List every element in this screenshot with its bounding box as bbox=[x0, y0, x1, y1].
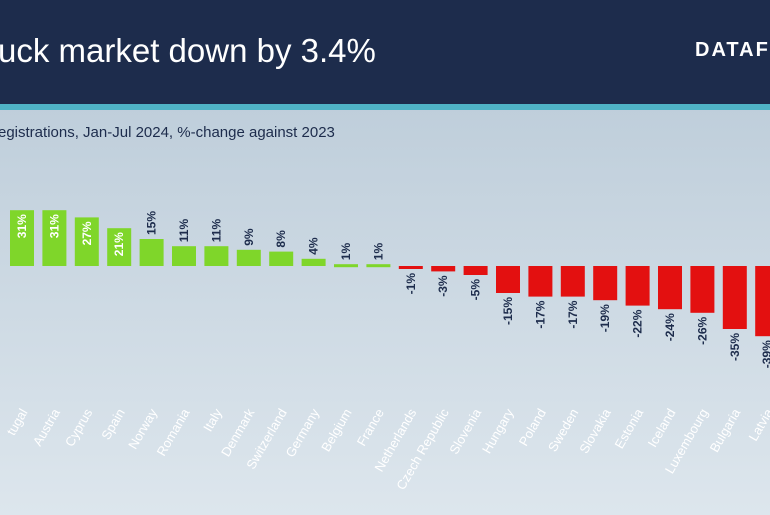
value-label: 21% bbox=[112, 232, 126, 256]
value-label: -24% bbox=[663, 313, 677, 341]
value-label: 31% bbox=[47, 214, 61, 238]
value-label: 9% bbox=[242, 228, 256, 246]
value-label: 27% bbox=[80, 221, 94, 245]
value-label: 11% bbox=[209, 219, 223, 243]
bar bbox=[755, 266, 770, 337]
bar bbox=[593, 266, 618, 301]
value-label: -17% bbox=[566, 300, 580, 328]
value-label: 31% bbox=[15, 214, 29, 238]
bar bbox=[560, 266, 585, 297]
bar bbox=[236, 249, 261, 266]
value-label: -22% bbox=[631, 309, 645, 337]
value-label: -39% bbox=[760, 340, 770, 368]
value-label: 4% bbox=[307, 237, 321, 255]
bar bbox=[107, 228, 132, 266]
bar bbox=[366, 264, 391, 268]
logo: DATAFOR bbox=[695, 39, 770, 61]
bar bbox=[658, 266, 682, 310]
value-label: -17% bbox=[533, 300, 547, 328]
value-label: -3% bbox=[436, 275, 450, 297]
value-label: -1% bbox=[404, 273, 418, 295]
value-label: 15% bbox=[145, 211, 159, 235]
value-label: -19% bbox=[598, 304, 612, 332]
bar bbox=[269, 251, 294, 266]
bar bbox=[431, 266, 456, 272]
bar bbox=[172, 246, 196, 266]
bar bbox=[625, 266, 650, 306]
value-label: 1% bbox=[339, 243, 353, 261]
value-label: -26% bbox=[695, 316, 709, 344]
bar bbox=[301, 258, 326, 266]
bar bbox=[334, 264, 358, 268]
value-label: 11% bbox=[177, 219, 191, 243]
chart-subtitle: egistrations, Jan-Jul 2024, %-change aga… bbox=[0, 124, 335, 141]
bar bbox=[528, 266, 553, 297]
bar bbox=[10, 210, 34, 266]
value-label: 1% bbox=[371, 243, 385, 261]
value-label: -15% bbox=[501, 297, 515, 325]
bar bbox=[463, 266, 488, 275]
chart-title: uck market down by 3.4% bbox=[0, 32, 376, 69]
bar bbox=[42, 210, 67, 266]
bar bbox=[496, 266, 520, 293]
header bbox=[0, 0, 770, 104]
value-label: -5% bbox=[469, 279, 483, 301]
bar bbox=[722, 266, 747, 329]
value-label: 8% bbox=[274, 230, 288, 248]
bar bbox=[690, 266, 715, 313]
bar bbox=[139, 239, 164, 266]
value-label: -35% bbox=[728, 333, 742, 361]
header-stripe bbox=[0, 104, 770, 110]
bar bbox=[204, 246, 229, 266]
bar bbox=[74, 217, 99, 266]
bar bbox=[398, 266, 423, 269]
